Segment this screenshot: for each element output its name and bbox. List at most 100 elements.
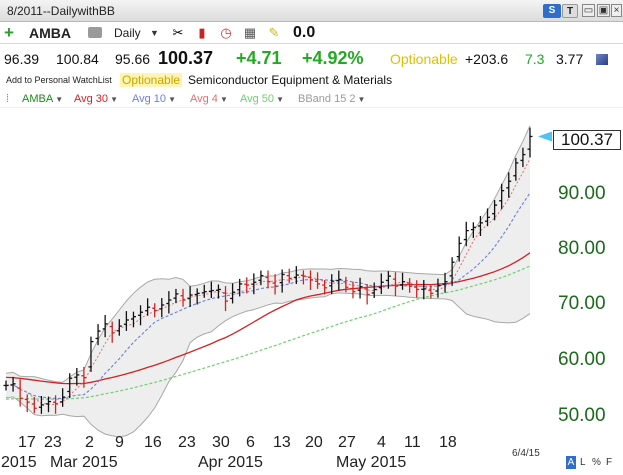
y-axis-label-60: 60.00: [558, 349, 606, 370]
price-bar: [67, 373, 73, 399]
price-bar: [116, 319, 122, 336]
price-bar: [102, 314, 108, 338]
price-bar: [350, 281, 356, 299]
legend-avg50[interactable]: Avg 50 ▼: [240, 93, 284, 105]
x-tick-day: 9: [115, 434, 124, 451]
price-bar: [180, 288, 186, 307]
legend-avg10[interactable]: Avg 10 ▼: [132, 93, 176, 105]
price-bar: [378, 273, 384, 294]
x-tick-day: 4: [377, 434, 386, 451]
price-bar: [485, 208, 491, 227]
legend-avg10-caret-icon[interactable]: ▼: [168, 95, 176, 104]
industry-label: Semiconductor Equipment & Materials: [188, 73, 393, 87]
legend-avg10-label: Avg 10: [132, 93, 167, 105]
indicator-legend: ⁞ AMBA ▼ Avg 30 ▼ Avg 10 ▼ Avg 4 ▼ Avg 50 ▼ B…: [0, 90, 623, 108]
scale-fit-button[interactable]: F: [606, 457, 613, 468]
price-bar: [258, 270, 264, 286]
price-bar: [95, 324, 101, 346]
price-bar: [435, 278, 441, 298]
price-chart[interactable]: [0, 108, 623, 475]
price-bar: [187, 286, 193, 307]
price-bar: [31, 397, 37, 414]
table-icon[interactable]: ▦: [243, 25, 257, 40]
legend-bband-caret-icon[interactable]: ▼: [357, 95, 366, 104]
scale-percent-button[interactable]: %: [592, 457, 601, 468]
legend-symbol-caret-icon[interactable]: ▼: [55, 95, 64, 104]
price-bar: [109, 321, 115, 343]
x-tick-day: 30: [212, 434, 230, 451]
scale-auto-button[interactable]: A: [566, 456, 576, 469]
legend-symbol[interactable]: AMBA ▼: [22, 93, 63, 105]
avg50-line: [5, 265, 531, 400]
minimize-icon[interactable]: ▭: [582, 4, 595, 17]
bar-chart-icon[interactable]: ▮: [198, 25, 206, 40]
s-menu-button[interactable]: S: [543, 4, 561, 18]
title-bar: 8/2011--DailywithBB S T ▭ ▣ ×: [0, 0, 623, 22]
legend-bband-label: BBand 15 2: [298, 93, 356, 105]
alarm-icon[interactable]: ◷: [220, 25, 232, 40]
price-bar: [449, 257, 455, 286]
price-bar: [329, 274, 335, 295]
price-bar: [499, 183, 505, 210]
price-bar: [492, 200, 498, 221]
x-tick-day: 2: [85, 434, 94, 451]
price-bar: [364, 284, 370, 305]
maximize-icon[interactable]: ▣: [597, 4, 610, 17]
price-bar: [3, 380, 9, 391]
price-bar: [60, 388, 66, 407]
close-icon[interactable]: ×: [611, 4, 622, 17]
x-tick-day: 16: [144, 434, 162, 451]
legend-avg4[interactable]: Avg 4 ▼: [190, 93, 228, 105]
price-bars: [3, 127, 533, 414]
legend-avg4-label: Avg 4: [190, 93, 218, 105]
price-bar: [244, 277, 250, 294]
cube-icon[interactable]: [596, 54, 608, 65]
t-menu-button[interactable]: T: [562, 4, 578, 18]
price-bar: [81, 366, 87, 388]
scale-log-button[interactable]: L: [580, 457, 586, 468]
symbol-field[interactable]: AMBA: [29, 25, 71, 41]
price-bar: [407, 278, 413, 293]
legend-avg50-label: Avg 50: [240, 93, 275, 105]
legend-handle-icon[interactable]: ⁞: [6, 93, 10, 105]
optionable-tag: Optionable: [120, 73, 183, 87]
price-change-pct: +4.92%: [302, 48, 364, 68]
price-bar: [201, 284, 207, 298]
price-bar: [74, 367, 80, 386]
metric-value-2: 7.3: [525, 51, 545, 67]
price-bar: [463, 221, 469, 247]
price-bar: [194, 288, 200, 305]
price-bar: [208, 281, 214, 299]
period-select[interactable]: Daily: [114, 26, 141, 40]
price-bar: [307, 270, 313, 291]
note-icon[interactable]: ✎: [268, 25, 280, 40]
legend-avg4-caret-icon[interactable]: ▼: [219, 95, 228, 104]
legend-avg30-caret-icon[interactable]: ▼: [110, 95, 118, 104]
price-bar: [237, 278, 243, 297]
price-bar: [400, 272, 406, 290]
window-title: 8/2011--DailywithBB: [7, 4, 115, 18]
price-bar: [265, 270, 271, 289]
metric-value-3: 3.77: [556, 51, 584, 67]
add-to-watchlist-link[interactable]: Add to Personal WatchList: [6, 75, 112, 85]
price-bar: [123, 311, 129, 331]
tag-icon[interactable]: [88, 27, 102, 38]
price-bar: [138, 305, 144, 326]
x-tick-day: 20: [305, 434, 323, 451]
x-month-label: 2015: [1, 454, 37, 471]
x-tick-day: 23: [44, 434, 62, 451]
price-bar: [272, 274, 278, 295]
price-bar: [343, 276, 349, 293]
period-caret-icon[interactable]: ▼: [150, 28, 159, 38]
price-bar: [385, 271, 391, 289]
price-bar: [506, 172, 512, 198]
bollinger-upper-line: [5, 125, 531, 383]
price-bar: [279, 269, 285, 293]
legend-avg30[interactable]: Avg 30 ▼: [74, 93, 118, 105]
y-axis-label-70: 70.00: [558, 293, 606, 314]
add-symbol-icon[interactable]: +: [4, 23, 14, 42]
legend-bband[interactable]: BBand 15 2 ▼: [298, 93, 365, 105]
tools-icon[interactable]: ✂: [172, 25, 184, 40]
volume-change: +203.6: [465, 51, 509, 67]
legend-avg50-caret-icon[interactable]: ▼: [276, 95, 284, 104]
